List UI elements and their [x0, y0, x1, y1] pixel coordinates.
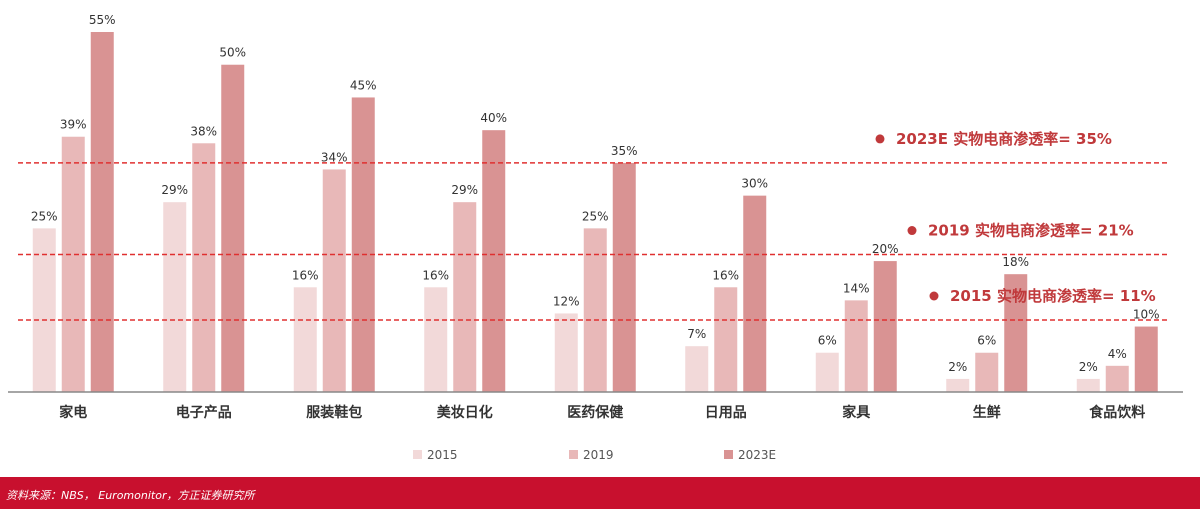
- data-label: 6%: [818, 334, 837, 348]
- data-label: 16%: [292, 268, 319, 282]
- reference-annotation: 2023E 实物电商渗透率= 35%: [896, 130, 1112, 148]
- legend-label: 2015: [427, 448, 458, 462]
- data-label: 18%: [1002, 255, 1029, 269]
- legend-label: 2019: [583, 448, 614, 462]
- bar-2023E-食品饮料: [1134, 326, 1158, 392]
- bar-2019-医药保健: [583, 228, 607, 392]
- data-label: 29%: [161, 183, 188, 197]
- bar-2023E-服装鞋包: [351, 97, 375, 393]
- category-label: 家电: [59, 404, 87, 421]
- annotation-dot: [929, 291, 939, 301]
- reference-annotation: 2019 实物电商渗透率= 21%: [928, 222, 1134, 240]
- bar-2019-美妆日化: [453, 202, 477, 392]
- data-label: 38%: [190, 124, 217, 138]
- bar-2023E-医药保健: [612, 162, 636, 392]
- data-label: 34%: [321, 150, 348, 164]
- data-label: 16%: [422, 268, 449, 282]
- bar-2019-生鲜: [975, 352, 999, 392]
- legend-swatch: [724, 450, 733, 459]
- bar-2019-日用品: [714, 287, 738, 392]
- legend-swatch: [569, 450, 578, 459]
- bar-2019-家电: [61, 136, 85, 392]
- category-label: 服装鞋包: [306, 404, 362, 421]
- data-label: 10%: [1133, 308, 1160, 322]
- category-label: 美妆日化: [437, 404, 493, 421]
- bar-chart: 25%39%55%29%38%50%16%34%45%16%29%40%12%2…: [8, 13, 1183, 462]
- data-label: 2%: [948, 360, 967, 374]
- bar-2015-食品饮料: [1076, 378, 1100, 392]
- data-label: 7%: [687, 327, 706, 341]
- bars-layer: 25% 39% 55% 29% 38% 50% 16% 34% 45% 16% 29% 40% 12% 2…: [31, 13, 1160, 393]
- category-label: 食品饮料: [1089, 404, 1145, 421]
- data-label: 25%: [582, 209, 609, 223]
- legend-label: 2023E: [738, 448, 776, 462]
- data-label: 25%: [31, 209, 58, 223]
- bar-2019-电子产品: [192, 143, 216, 392]
- bar-2015-电子产品: [163, 202, 187, 392]
- data-label: 14%: [843, 281, 870, 295]
- data-label: 20%: [872, 242, 899, 256]
- bar-2023E-电子产品: [221, 64, 245, 393]
- x-axis: 家电 电子产品 服装鞋包 美妆日化 医药保健 日用品 家具 生鲜 食品饮料: [8, 391, 1183, 421]
- data-label: 40%: [480, 111, 507, 125]
- data-label: 16%: [712, 268, 739, 282]
- data-label: 12%: [553, 294, 580, 308]
- annotation-dot: [907, 226, 917, 236]
- source-note: 资料来源：NBS， Euromonitor，方正证券研究所: [6, 489, 255, 502]
- bar-2015-家电: [32, 228, 56, 392]
- data-label: 45%: [350, 78, 377, 92]
- annotation-dot: [875, 134, 885, 144]
- reference-annotation: 2015 实物电商渗透率= 11%: [950, 287, 1156, 305]
- category-label: 家具: [842, 404, 870, 421]
- category-label: 电子产品: [176, 404, 232, 421]
- bar-2015-美妆日化: [424, 287, 448, 392]
- data-label: 2%: [1079, 360, 1098, 374]
- bar-2023E-家电: [90, 32, 114, 392]
- bar-2023E-美妆日化: [482, 130, 506, 392]
- bar-2023E-日用品: [743, 195, 767, 392]
- bar-2015-家具: [815, 352, 839, 392]
- bar-2015-生鲜: [946, 378, 970, 392]
- reference-lines-layer: 2023E 实物电商渗透率= 35% 2019 实物电商渗透率= 21% 2015 …: [18, 130, 1170, 321]
- bar-2023E-生鲜: [1004, 274, 1028, 392]
- data-label: 30%: [741, 177, 768, 191]
- data-label: 39%: [60, 118, 87, 132]
- legend: 2015 2019 2023E: [413, 448, 776, 462]
- legend-swatch: [413, 450, 422, 459]
- data-label: 35%: [611, 144, 638, 158]
- category-label: 日用品: [705, 405, 747, 421]
- bar-2015-服装鞋包: [293, 287, 317, 392]
- bar-2019-服装鞋包: [322, 169, 346, 392]
- data-label: 6%: [977, 334, 996, 348]
- bar-2015-医药保健: [554, 313, 578, 392]
- footer-bar: 资料来源：NBS， Euromonitor，方正证券研究所: [0, 477, 1200, 509]
- data-label: 55%: [89, 13, 116, 27]
- data-label: 4%: [1108, 347, 1127, 361]
- data-label: 50%: [219, 46, 246, 60]
- bar-2015-日用品: [685, 346, 709, 392]
- bar-2019-家具: [844, 300, 868, 392]
- data-label: 29%: [451, 183, 478, 197]
- category-label: 医药保健: [567, 404, 623, 421]
- bar-2019-食品饮料: [1105, 365, 1129, 392]
- category-label: 生鲜: [973, 404, 1001, 421]
- bar-2023E-家具: [873, 261, 897, 392]
